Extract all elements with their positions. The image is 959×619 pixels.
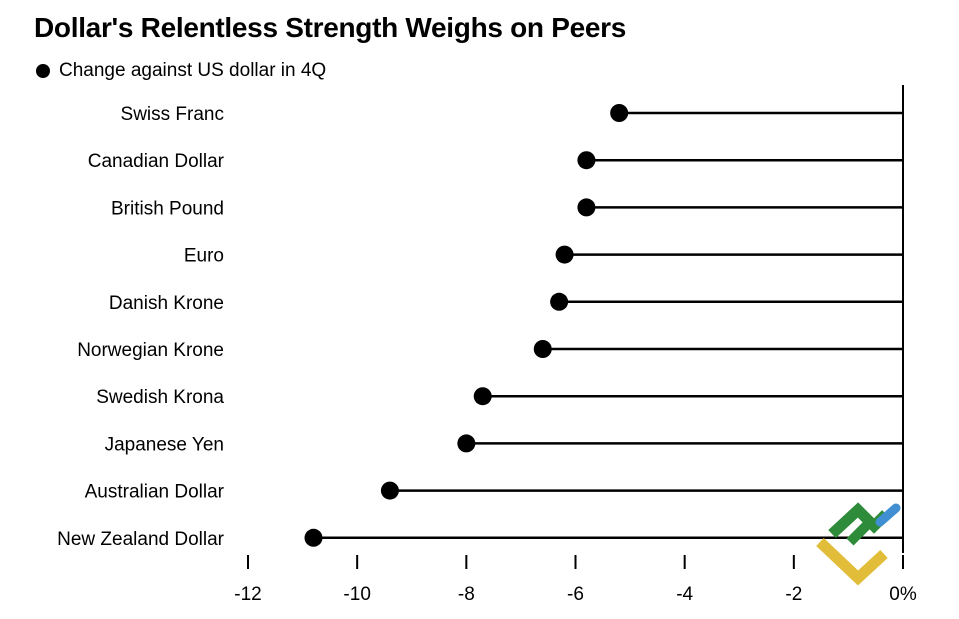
category-label: Swiss Franc	[121, 104, 224, 125]
category-label: New Zealand Dollar	[57, 529, 225, 550]
category-label: Euro	[184, 246, 224, 267]
x-tick-label: -6	[567, 584, 584, 605]
lollipop-dot	[610, 104, 629, 122]
lollipop-dot	[380, 481, 399, 500]
x-tick-label: -10	[343, 584, 370, 605]
logo-green-stroke	[846, 516, 876, 546]
legend-label: Change against US dollar in 4Q	[59, 60, 327, 81]
category-label: Danish Krone	[109, 293, 224, 314]
lollipop-dot	[577, 198, 596, 217]
category-label: Japanese Yen	[105, 434, 224, 455]
legend-marker	[36, 64, 50, 78]
x-tick-label: 0%	[889, 584, 917, 605]
category-label: Swedish Krona	[96, 387, 224, 408]
chart-title: Dollar's Relentless Strength Weighs on P…	[34, 12, 626, 43]
watermark-logo-icon	[816, 502, 901, 586]
lollipop-dot	[550, 292, 569, 311]
category-label: Australian Dollar	[85, 482, 225, 503]
chart-legend: Change against US dollar in 4Q	[36, 60, 326, 82]
lollipop-dot	[457, 434, 476, 453]
category-label: Canadian Dollar	[88, 151, 225, 172]
category-label: British Pound	[111, 198, 224, 219]
x-tick-label: -2	[785, 584, 802, 605]
category-label: Norwegian Krone	[77, 340, 224, 361]
lollipop-dot	[304, 528, 323, 547]
lollipop-dot	[577, 151, 596, 170]
lollipop-dot	[555, 245, 574, 264]
logo-blue-stroke	[875, 503, 901, 527]
lollipop-dot	[533, 340, 552, 358]
x-tick-label: -12	[234, 584, 261, 605]
lollipop-dot	[473, 387, 492, 406]
logo-yellow-chevron	[816, 538, 888, 586]
x-tick-label: -8	[458, 584, 475, 605]
x-tick-label: -4	[676, 584, 693, 605]
